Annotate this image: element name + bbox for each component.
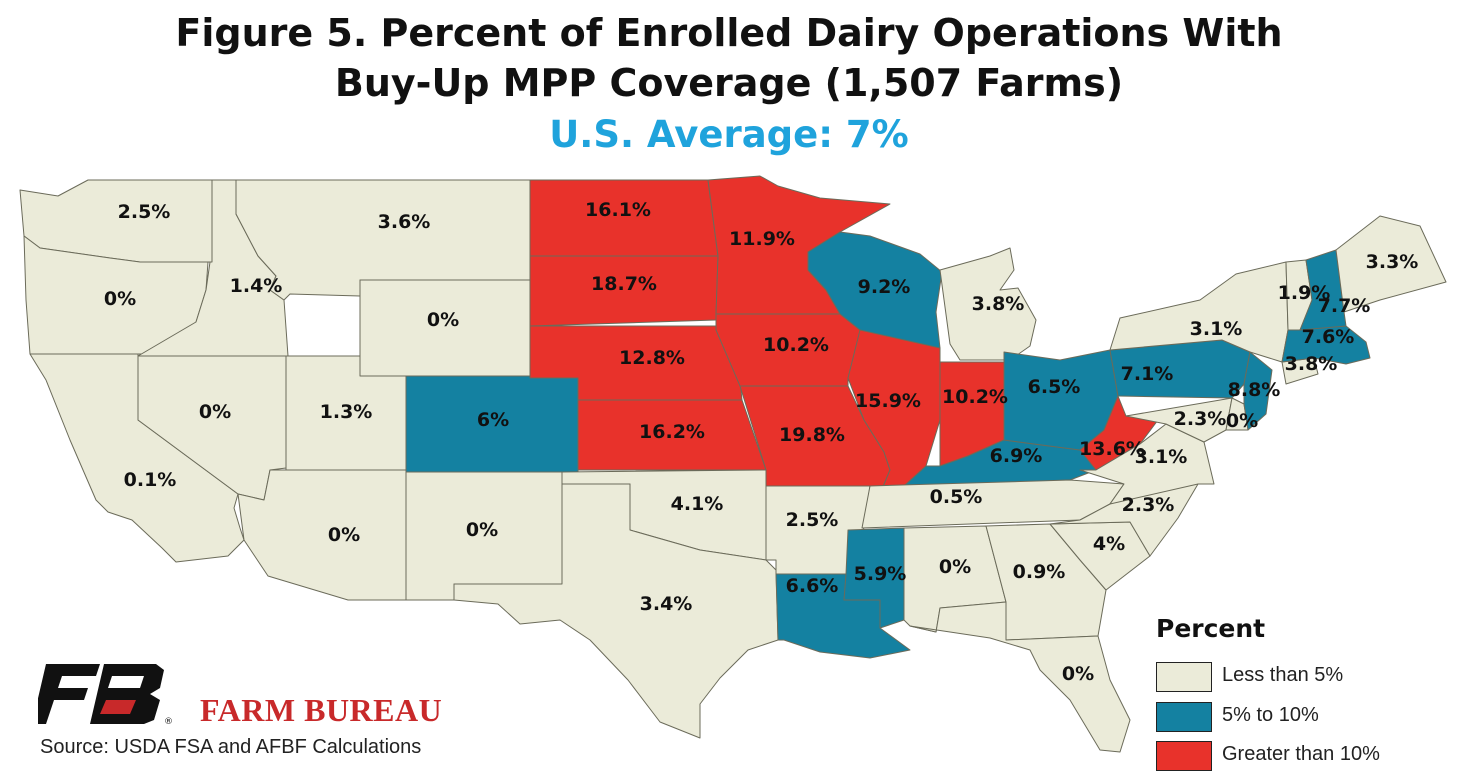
state-label-ky: 6.9% [990, 445, 1043, 467]
state-label-or: 0% [104, 288, 136, 310]
legend-swatch-high [1156, 741, 1212, 771]
state-label-de: 0% [1226, 410, 1258, 432]
state-label-in: 10.2% [942, 386, 1008, 408]
state-label-nd: 16.1% [585, 199, 651, 221]
state-label-va: 3.1% [1135, 446, 1188, 468]
state-label-id: 1.4% [230, 275, 283, 297]
chart-title-line1: Figure 5. Percent of Enrolled Dairy Oper… [175, 11, 1283, 55]
legend-swatch-low [1156, 662, 1212, 692]
state-label-mi: 3.8% [972, 293, 1025, 315]
brand-name: FARM BUREAU [200, 692, 443, 728]
state-shape-va [1079, 423, 1215, 505]
state-label-wi: 9.2% [858, 276, 911, 298]
state-label-nc: 2.3% [1122, 494, 1175, 516]
state-label-nm: 0% [466, 519, 498, 541]
state-label-ct: 3.8% [1285, 353, 1338, 375]
state-shape-tx [453, 483, 779, 739]
chart-subtitle: U.S. Average: 7% [549, 113, 909, 156]
state-label-tx: 3.4% [640, 593, 693, 615]
state-label-ne: 12.8% [619, 347, 685, 369]
state-label-sc: 4% [1093, 533, 1125, 555]
state-label-wy: 0% [427, 309, 459, 331]
source-note: Source: USDA FSA and AFBF Calculations [40, 736, 422, 758]
legend-label-high: Greater than 10% [1222, 743, 1380, 765]
state-label-la: 6.6% [786, 575, 839, 597]
state-label-tn: 0.5% [930, 486, 983, 508]
state-label-ks: 16.2% [639, 421, 705, 443]
state-label-vt: 1.9% [1278, 282, 1331, 304]
state-label-oh: 6.5% [1028, 376, 1081, 398]
state-label-mo: 19.8% [779, 424, 845, 446]
state-shape-md [1125, 397, 1233, 443]
state-shape-fl [909, 601, 1131, 753]
state-label-sd: 18.7% [591, 273, 657, 295]
state-label-nj: 8.8% [1228, 379, 1281, 401]
state-label-ms: 5.9% [854, 563, 907, 585]
state-label-md: 2.3% [1174, 408, 1227, 430]
state-label-nv: 0% [199, 401, 231, 423]
legend-title: Percent [1156, 614, 1266, 643]
chart-title-line2: Buy-Up MPP Coverage (1,507 Farms) [334, 61, 1124, 105]
legend-swatch-mid [1156, 702, 1212, 732]
state-label-pa: 7.1% [1121, 363, 1174, 385]
state-shape-mi [939, 247, 1037, 361]
state-label-me: 3.3% [1366, 251, 1419, 273]
state-label-nh: 7.7% [1318, 295, 1371, 317]
state-shape-me [1335, 215, 1447, 313]
legend-label-mid: 5% to 10% [1222, 704, 1319, 726]
state-label-il: 15.9% [855, 390, 921, 412]
state-label-wa: 2.5% [118, 201, 171, 223]
state-label-mn: 11.9% [729, 228, 795, 250]
state-shape-ma [1281, 325, 1371, 365]
state-label-az: 0% [328, 524, 360, 546]
svg-text:®: ® [164, 717, 173, 727]
state-label-ut: 1.3% [320, 401, 373, 423]
legend-label-low: Less than 5% [1222, 664, 1344, 686]
state-label-ga: 0.9% [1013, 561, 1066, 583]
state-label-ar: 2.5% [786, 509, 839, 531]
state-label-co: 6% [477, 409, 509, 431]
state-label-ma: 7.6% [1302, 326, 1355, 348]
farm-bureau-logo-icon: ® [38, 664, 173, 727]
state-label-wv: 13.6% [1079, 438, 1145, 460]
state-label-ca: 0.1% [124, 469, 177, 491]
state-shape-nj [1243, 351, 1273, 431]
state-label-mt: 3.6% [378, 211, 431, 233]
state-label-fl: 0% [1062, 663, 1094, 685]
state-label-ny: 3.1% [1190, 318, 1243, 340]
state-label-ia: 10.2% [763, 334, 829, 356]
state-label-ok: 4.1% [671, 493, 724, 515]
state-label-al: 0% [939, 556, 971, 578]
